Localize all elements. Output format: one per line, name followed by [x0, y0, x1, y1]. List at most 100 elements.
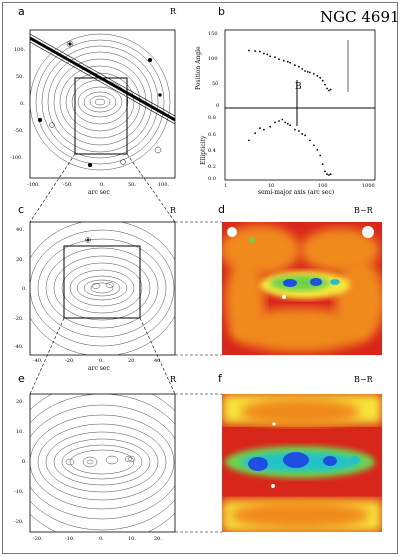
panel-e-xtick: 0. [99, 536, 104, 542]
data-point [266, 53, 269, 56]
panel-c-xlabel: arc sec [88, 365, 110, 372]
data-point [326, 173, 328, 176]
data-point [304, 70, 306, 72]
panel-e-ytick: -20. [14, 519, 24, 525]
connector-c-e-right [139, 317, 176, 395]
panel-c-xtick: -20. [65, 358, 75, 364]
data-point [306, 71, 309, 73]
data-point [294, 64, 296, 66]
data-point [269, 125, 272, 128]
data-point [316, 74, 319, 77]
panel-a-xtick: -100. [27, 182, 40, 188]
connector-a-c-right [126, 153, 176, 223]
panel-e-frame [29, 393, 176, 533]
panel-b-top-ytick: 100 [208, 56, 218, 62]
panel-c-band: R [170, 206, 177, 215]
panel-d-letter: d [218, 203, 225, 216]
panel-b-top-series [248, 49, 332, 92]
panel-e-letter: e [18, 372, 25, 385]
data-point [289, 61, 291, 64]
panel-e-band: R [170, 375, 177, 384]
panel-e-contours [30, 394, 175, 532]
panel-a-xtick: -50. [63, 182, 73, 188]
panel-e-ytick: 10. [16, 429, 24, 435]
panel-b-letter: b [218, 5, 225, 18]
data-point [289, 124, 291, 127]
panel-b-top-ytick: 0 [216, 103, 220, 109]
data-point [281, 118, 284, 121]
data-point [278, 120, 280, 122]
panel-b-bottom-ytick: 0.4 [208, 148, 216, 154]
panel-b-xlabel: semi-major axis (arc sec) [258, 189, 335, 196]
data-point [321, 163, 324, 166]
panel-b-bottom-frame [224, 107, 376, 181]
panel-a-zoom-box [74, 77, 128, 155]
panel-c-xtick: 40. [154, 358, 162, 364]
panel-c-zoom-box [63, 245, 141, 319]
data-point [274, 56, 276, 59]
panel-a-xtick: 0. [100, 182, 105, 188]
data-point [321, 79, 324, 82]
data-point [259, 50, 261, 53]
panel-b-top-frame [224, 29, 376, 109]
panel-b-top-ytick: 150 [208, 31, 218, 37]
data-point [324, 83, 326, 86]
data-point [298, 130, 300, 132]
panel-e-xtick: 10. [128, 536, 136, 542]
panel-a-ytick: 0. [20, 101, 25, 107]
data-point [309, 71, 311, 74]
panel-b-xtick: 100 [318, 183, 328, 189]
data-point [301, 133, 304, 135]
figure-title: NGC 4691 [320, 8, 400, 26]
data-point [329, 173, 332, 176]
panel-a-ytick: 50. [16, 74, 24, 80]
panel-e-ytick: -10. [14, 489, 24, 495]
connector-a-c-left [29, 153, 76, 223]
data-point [326, 87, 328, 90]
panel-a-contours [30, 33, 175, 171]
data-point [282, 59, 285, 62]
data-point [263, 128, 265, 131]
panel-a-xtick: 100. [158, 182, 170, 188]
data-point [319, 154, 322, 157]
data-point [284, 121, 287, 124]
data-point [274, 121, 276, 124]
panel-d-color-regions [222, 225, 382, 352]
data-point [278, 58, 280, 61]
data-point [313, 144, 315, 147]
data-point [294, 128, 296, 131]
panel-b-bottom-series [248, 118, 332, 176]
panel-c-ytick: -40. [14, 344, 24, 350]
panel-a-ytick: -50. [14, 128, 24, 134]
panel-c-letter: c [18, 203, 25, 216]
panel-c-xtick: 20. [128, 358, 136, 364]
data-point [316, 148, 319, 151]
data-point [328, 89, 330, 92]
data-point [324, 170, 326, 173]
data-point [254, 132, 256, 135]
panel-b-bottom-ytick: 0.8 [208, 115, 216, 121]
panel-c-ytick: 20. [16, 257, 24, 263]
panel-b-xtick: 1 [224, 183, 228, 189]
data-point [313, 73, 315, 75]
panel-c-ytick: 40. [16, 227, 24, 233]
panel-b-bottom-ytick: 0.6 [208, 132, 216, 138]
panel-a-ytick: -100. [10, 155, 23, 161]
panel-c-ytick: 0. [22, 286, 27, 292]
panel-b-bottom-ytick: 0.2 [208, 164, 216, 170]
panel-f-letter: f [218, 372, 222, 385]
panel-c-xtick: 0. [99, 358, 104, 364]
panel-e-ytick: 20. [16, 399, 24, 405]
data-point [298, 65, 300, 68]
data-point [259, 127, 261, 130]
panel-b-top-ytick: 50 [212, 81, 219, 87]
data-point [248, 49, 250, 52]
data-point [286, 60, 289, 63]
panel-e-xtick: -10. [65, 536, 75, 542]
panel-b-annotation: B [295, 82, 302, 92]
panel-c-contours [30, 222, 175, 355]
panel-a-band: R [170, 7, 177, 16]
panel-d-band: B−R [354, 206, 373, 215]
data-point [286, 122, 289, 125]
